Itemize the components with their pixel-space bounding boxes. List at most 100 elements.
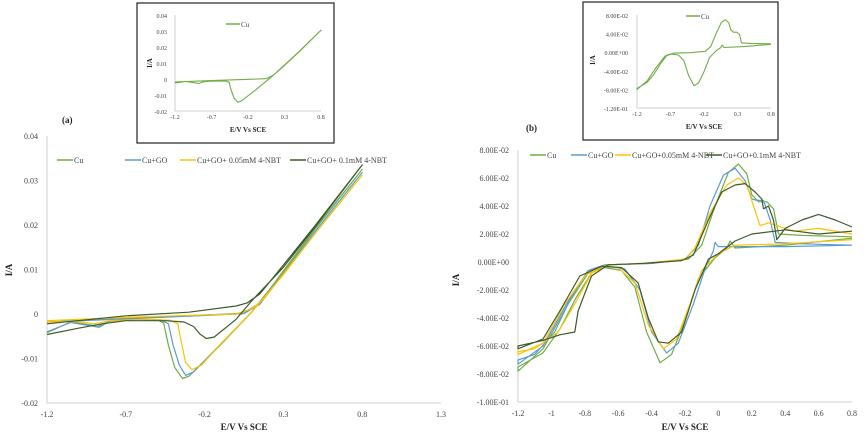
y-tick-label: 0.04 <box>157 14 168 20</box>
x-tick-label: 1.3 <box>436 410 446 419</box>
series-line-cu <box>517 163 853 372</box>
y-tick-label: 0.03 <box>24 177 38 186</box>
y-tick-label: 0 <box>34 310 38 319</box>
legend-label: Cu+GO+ 0.1mM 4-NBT <box>307 156 387 165</box>
x-tick-label: -1.2 <box>41 410 54 419</box>
legend-label: Cu <box>547 151 556 160</box>
legend-item: Cu+GO+0.1mM 4-NBT <box>706 151 801 160</box>
x-tick-label: 0.2 <box>747 409 757 418</box>
series-line-cu <box>46 168 363 380</box>
y-tick-label: -8.00E-02 <box>604 88 628 94</box>
legend-label: Cu+GO+0.1mM 4-NBT <box>723 151 801 160</box>
legend-item: Cu <box>530 151 556 160</box>
legend-item: Cu <box>686 13 710 21</box>
x-tick-label: -0.4 <box>645 409 658 418</box>
y-tick-label: 8.00E-02 <box>479 146 509 155</box>
inset-frame <box>136 2 335 144</box>
legend-label: Cu+GO+ 0.05mM 4-NBT <box>197 156 281 165</box>
series-line-cu-go <box>517 167 853 365</box>
x-tick-label: -0.2 <box>699 112 709 118</box>
x-tick-label: 0.8 <box>357 410 367 419</box>
x-tick-label: -0.2 <box>243 115 253 121</box>
series-line-cu-go-0-05mm-4-nbt <box>517 177 853 355</box>
y-tick-label: -6.00E-02 <box>477 342 509 351</box>
inset-frame <box>582 1 779 141</box>
y-tick-label: -1.20E-01 <box>604 107 628 113</box>
x-tick-label: 0 <box>716 409 720 418</box>
x-axis-title: E/V Vs SCE <box>662 422 709 432</box>
x-tick-label: -0.2 <box>198 410 211 419</box>
x-tick-label: 0.8 <box>767 112 775 118</box>
x-tick-label: -1.2 <box>632 112 642 118</box>
x-tick-label: 0.3 <box>278 410 288 419</box>
legend-label: Cu+GO <box>142 156 168 165</box>
y-axis-title: I/A <box>451 273 461 286</box>
x-tick-label: -0.7 <box>666 112 676 118</box>
y-tick-label: 2.00E-02 <box>479 230 509 239</box>
x-tick-label: -1.2 <box>512 409 525 418</box>
y-tick-label: 8.00E-02 <box>606 14 628 20</box>
x-tick-label: 0.3 <box>281 115 289 121</box>
legend-label: Cu+GO+0.05mM 4-NBT <box>632 151 714 160</box>
series-line-cu <box>174 29 322 103</box>
chart-a-main: 0.040.030.020.010-0.01-0.02-1.2 -0.7 -0.2 0… <box>4 115 446 432</box>
y-tick-label: 0.00E+00 <box>478 258 509 267</box>
x-tick-label: 0.4 <box>780 409 790 418</box>
y-axis-title: I/A <box>589 55 597 65</box>
x-tick-label: -0.7 <box>119 410 132 419</box>
y-tick-label: 0 <box>164 78 167 84</box>
legend-item: Cu+GO+0.05mM 4-NBT <box>615 151 714 160</box>
x-tick-label: 0.6 <box>814 409 824 418</box>
chart-a-inset: 0.04 0.03 0.02 0.01 0 -0.01 -0.02-1.2 -0.7 -0.2 0… <box>136 2 335 144</box>
legend-item: Cu <box>226 21 250 29</box>
y-tick-label: 4.00E-02 <box>479 202 509 211</box>
series-line-cu-go-0-1mm-4-nbt <box>517 183 853 350</box>
y-tick-label: 0.02 <box>157 46 168 52</box>
y-tick-label: 0.04 <box>24 132 38 141</box>
series-line-cu-go <box>46 171 363 376</box>
y-tick-label: 0.03 <box>157 30 168 36</box>
y-tick-label: 0.01 <box>157 62 168 68</box>
x-tick-label: -1.2 <box>170 115 180 121</box>
legend-item: Cu+GO+ 0.1mM 4-NBT <box>290 156 387 165</box>
y-tick-label: -0.02 <box>155 110 168 116</box>
legend-item: Cu+GO <box>571 151 614 160</box>
y-axis-title: I/A <box>146 58 154 68</box>
x-tick-label: -0.7 <box>207 115 217 121</box>
panel-label: (b) <box>526 123 537 133</box>
x-tick-label: -0.8 <box>578 409 591 418</box>
x-axis-title: E/V Vs SCE <box>230 126 267 134</box>
x-tick-label: -0.2 <box>679 409 692 418</box>
y-tick-label: -4.00E-02 <box>604 70 628 76</box>
legend-label: Cu+GO <box>588 151 614 160</box>
y-tick-label: -2.00E-02 <box>477 286 509 295</box>
y-tick-label: -0.01 <box>155 94 168 100</box>
legend-label: Cu <box>241 21 250 29</box>
legend-label: Cu <box>74 156 83 165</box>
y-axis-title: I/A <box>4 263 14 276</box>
y-tick-label: 6.00E-02 <box>479 174 509 183</box>
chart-b-main: 8.00E-02 6.00E-02 4.00E-02 2.00E-02 0.00E+00… <box>451 123 857 432</box>
panel-label: (a) <box>62 115 73 125</box>
y-tick-label: -8.00E-02 <box>477 370 509 379</box>
chart-b-inset: 8.00E-02 4.00E-02 0.00E+00 -4.00E-02 -8.00E-… <box>582 1 779 141</box>
x-axis-title: E/V Vs SCE <box>221 422 268 432</box>
x-tick-label: -1 <box>548 409 555 418</box>
y-tick-label: -1.00E-01 <box>477 398 509 407</box>
y-tick-label: 0.00E+00 <box>604 51 628 57</box>
legend-label: Cu <box>701 13 710 21</box>
y-tick-label: -4.00E-02 <box>477 314 509 323</box>
x-tick-label: -0.6 <box>612 409 625 418</box>
y-tick-label: 0.02 <box>24 221 38 230</box>
series-line-cu <box>636 19 772 90</box>
series-line-cu-go-0-05mm-4-nbt <box>46 174 363 371</box>
legend-item: Cu+GO+ 0.05mM 4-NBT <box>180 156 281 165</box>
x-tick-label: 0.8 <box>847 409 857 418</box>
y-tick-label: -0.02 <box>21 399 38 408</box>
x-tick-label: 0.8 <box>317 115 325 121</box>
legend-item: Cu+GO <box>125 156 168 165</box>
x-axis-title: E/V Vs SCE <box>686 123 723 131</box>
y-tick-label: 4.00E-02 <box>606 33 628 39</box>
y-tick-label: 0.01 <box>24 266 38 275</box>
series-line-cu-go-0-1mm-4-nbt <box>46 164 363 340</box>
